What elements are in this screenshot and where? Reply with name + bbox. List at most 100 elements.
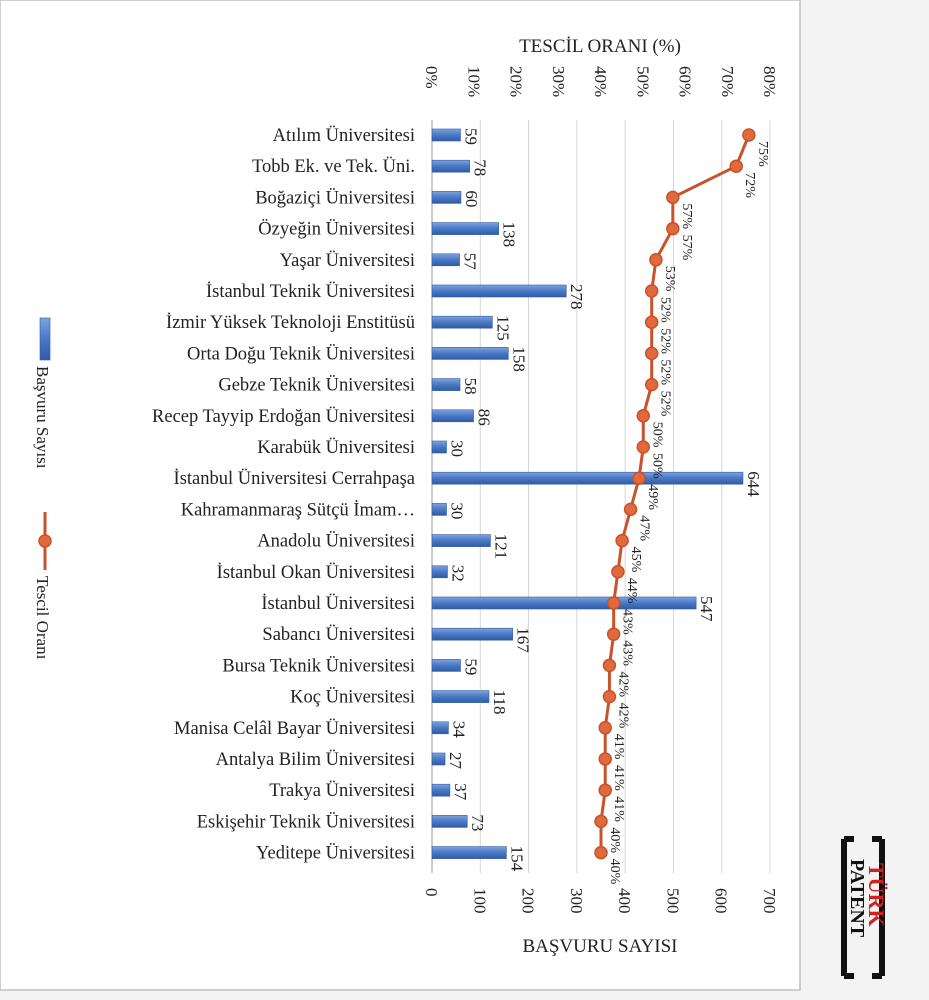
bar-value-label: 60 xyxy=(462,190,481,207)
rate-value-label: 40% xyxy=(607,859,622,885)
legend-line-label: Tescil Oranı xyxy=(33,576,52,660)
bar-value-label: 158 xyxy=(509,346,528,372)
rate-axis-title: TESCİL ORANI (%) xyxy=(519,36,681,57)
rate-value-label: 45% xyxy=(628,547,643,573)
category-label: Bursa Teknik Üniversitesi xyxy=(222,655,415,676)
legend-bar-label: Başvuru Sayısı xyxy=(33,366,52,469)
rate-value-label: 75% xyxy=(755,141,770,167)
bar-value-label: 154 xyxy=(507,846,526,872)
rate-point xyxy=(602,689,617,704)
bar xyxy=(431,128,461,142)
bar-value-label: 34 xyxy=(449,721,468,739)
category-label: Gebze Teknik Üniversitesi xyxy=(218,375,415,396)
bar-axis-tick-label: 400 xyxy=(615,888,634,914)
category-label: İstanbul Okan Üniversitesi xyxy=(217,562,415,583)
bar xyxy=(431,471,744,485)
bar xyxy=(431,347,509,360)
category-label: Antalya Bilim Üniversitesi xyxy=(216,749,415,770)
rate-value-label: 50% xyxy=(649,422,664,448)
rate-point xyxy=(666,221,680,236)
category-label: İstanbul Üniversitesi xyxy=(261,593,415,614)
grid-layer xyxy=(431,120,771,873)
rate-point xyxy=(598,783,612,797)
category-label: Kahramanmaraş Sütçü İmam… xyxy=(181,499,415,520)
logo-text-patent: PATENT xyxy=(846,859,868,938)
bar-value-label: 32 xyxy=(448,565,467,582)
rate-point xyxy=(666,190,680,205)
rate-value-label: 44% xyxy=(624,578,639,604)
rate-value-label: 72% xyxy=(742,172,757,198)
rate-value-label: 41% xyxy=(611,765,626,791)
rate-value-label: 42% xyxy=(615,671,630,697)
rate-value-label: 52% xyxy=(658,328,673,354)
rate-value-label: 42% xyxy=(615,703,630,729)
bar-value-label: 167 xyxy=(514,627,533,653)
rate-point xyxy=(644,377,659,392)
rate-point xyxy=(636,409,650,423)
bar xyxy=(431,752,446,766)
rate-point xyxy=(602,658,617,673)
rate-value-label: 41% xyxy=(611,734,626,760)
logo-text-turk: TÜRK xyxy=(864,863,888,927)
category-label: İzmir Yüksek Teknoloji Enstitüsü xyxy=(166,312,415,333)
bar-value-label: 27 xyxy=(446,752,465,770)
rate-axis-tick-label: 10% xyxy=(464,66,483,97)
rate-series xyxy=(594,128,756,860)
bar xyxy=(431,596,697,610)
bar-value-label: 78 xyxy=(471,159,490,176)
rate-axis-tick-label: 50% xyxy=(633,66,652,97)
category-label: Karabük Üniversitesi xyxy=(257,437,415,458)
rate-point xyxy=(644,346,659,361)
rate-point xyxy=(623,502,638,517)
chart-background xyxy=(0,0,801,991)
rate-point xyxy=(594,845,608,860)
rate-value-label: 57% xyxy=(679,203,694,229)
bar-value-label: 644 xyxy=(744,471,763,497)
rate-point xyxy=(615,533,629,548)
rate-point xyxy=(606,596,621,610)
rate-point xyxy=(594,814,608,829)
bar xyxy=(431,315,493,329)
bar xyxy=(431,409,474,423)
category-label: İstanbul Üniversitesi Cerrahpaşa xyxy=(174,468,415,489)
bar-axis-tick-label: 600 xyxy=(712,888,731,914)
category-label: Atılım Üniversitesi xyxy=(273,125,415,146)
bar-value-label: 30 xyxy=(447,502,466,519)
bar-value-label: 30 xyxy=(447,440,466,457)
bar-value-label: 37 xyxy=(451,783,470,801)
bar-value-label: 86 xyxy=(475,409,494,426)
logo-bracket-left xyxy=(841,836,854,979)
rate-point xyxy=(606,627,621,641)
legend: Başvuru Sayısı Tescil Oranı xyxy=(33,317,52,660)
rate-value-label: 47% xyxy=(637,515,652,541)
rate-point xyxy=(644,284,659,298)
bar-axis-tick-label: 0 xyxy=(422,888,441,897)
category-label: Tobb Ek. ve Tek. Üni. xyxy=(252,156,415,177)
bar xyxy=(431,815,468,828)
rate-point xyxy=(632,471,646,485)
bar xyxy=(431,690,490,703)
bar xyxy=(431,503,447,516)
bar xyxy=(431,783,451,797)
bar-axis-tick-label: 700 xyxy=(760,888,779,914)
bar-value-label: 138 xyxy=(500,222,519,248)
bar xyxy=(431,440,447,454)
rate-point xyxy=(598,752,612,766)
bar-value-label: 58 xyxy=(461,378,480,395)
bar xyxy=(431,659,461,672)
rate-value-label: 52% xyxy=(658,297,673,323)
category-label: Sabancı Üniversitesi xyxy=(262,624,415,645)
rate-value-label: 43% xyxy=(620,640,635,666)
bar-axis-tick-label: 500 xyxy=(663,888,682,914)
rate-value-label: 52% xyxy=(658,391,673,417)
rate-point xyxy=(644,315,659,329)
bar-value-label: 118 xyxy=(490,690,509,715)
rate-value-label: 49% xyxy=(645,484,660,510)
category-label: Manisa Celâl Bayar Üniversitesi xyxy=(174,718,415,739)
rate-point xyxy=(598,721,612,735)
rate-axis-tick-label: 60% xyxy=(676,66,695,97)
rate-point xyxy=(742,128,756,142)
bar xyxy=(431,627,513,641)
rate-axis-tick-label: 0% xyxy=(422,66,441,89)
